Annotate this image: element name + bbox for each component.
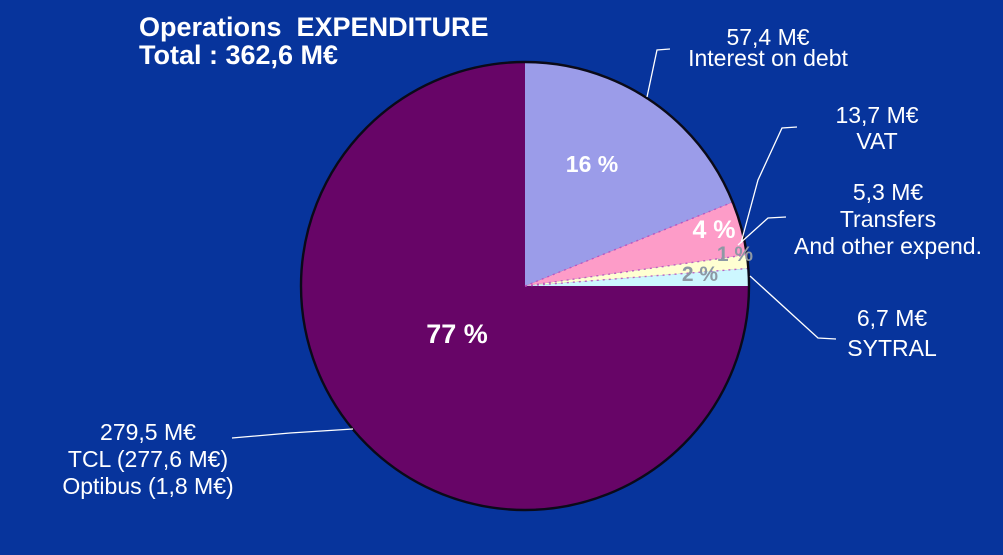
callout-label-tcl-277-6-m-optibus-1-8-m: 279,5 M€ TCL (277,6 M€) Optibus (1,8 M€) — [62, 419, 233, 500]
pct-label-transfers-and-other-expend: 1 % — [717, 243, 754, 266]
slice-separator — [524, 254, 747, 287]
callout-line: 57,4 M€ — [726, 24, 810, 50]
callout-line: 6,7 M€ — [856, 305, 928, 331]
callout-label-transfers-and-other-expend: 5,3 M€ Transfers And other expend. — [794, 179, 982, 260]
leader-line-transfers-and-other-expend — [737, 216, 787, 246]
leader-line-sytral — [749, 275, 837, 340]
pie-outline — [299, 60, 751, 512]
chart-title-block: Operations EXPENDITURE Total : 362,6 M€ — [139, 13, 489, 69]
callout-label-vat: 13,7 M€ VAT — [835, 102, 918, 154]
pct-label-vat: 4 % — [692, 216, 735, 244]
slice-separator — [524, 267, 749, 287]
callout-line: 13,7 M€ — [835, 102, 919, 128]
callout-line: And other expend. — [794, 233, 982, 259]
chart-total-label: Total : 362,6 M€ — [139, 40, 339, 70]
callout-line: 279,5 M€ — [100, 419, 196, 445]
pct-label-sytral: 2 % — [682, 263, 719, 286]
pct-label-tcl-277-6-m-optibus-1-8-m: 77 % — [426, 319, 488, 349]
slice-separator — [524, 201, 733, 287]
pie-slice-interest-on-debt — [525, 62, 733, 286]
callout-line: Transfers — [839, 206, 937, 232]
callout-line: Optibus (1,8 M€) — [62, 473, 234, 499]
callout-line: Interest on debt — [688, 45, 848, 71]
callout-line: VAT — [856, 128, 898, 154]
chart-title: Operations EXPENDITURE — [139, 12, 489, 42]
leader-line-tcl-277-6-m-optibus-1-8-m — [231, 428, 354, 439]
callout-line: 5,3 M€ — [852, 179, 924, 205]
leader-line-interest-on-debt — [646, 48, 671, 98]
callout-line: TCL (277,6 M€) — [67, 446, 229, 472]
pie-slice-vat — [525, 202, 747, 286]
callout-label-sytral: 6,7 M€ SYTRAL — [847, 303, 936, 363]
pct-label-interest-on-debt: 16 % — [566, 151, 618, 177]
callout-label-interest-on-debt: 57,4 M€ Interest on debt — [688, 24, 848, 71]
leader-line-vat — [740, 126, 798, 244]
callout-line: SYTRAL — [847, 335, 937, 361]
